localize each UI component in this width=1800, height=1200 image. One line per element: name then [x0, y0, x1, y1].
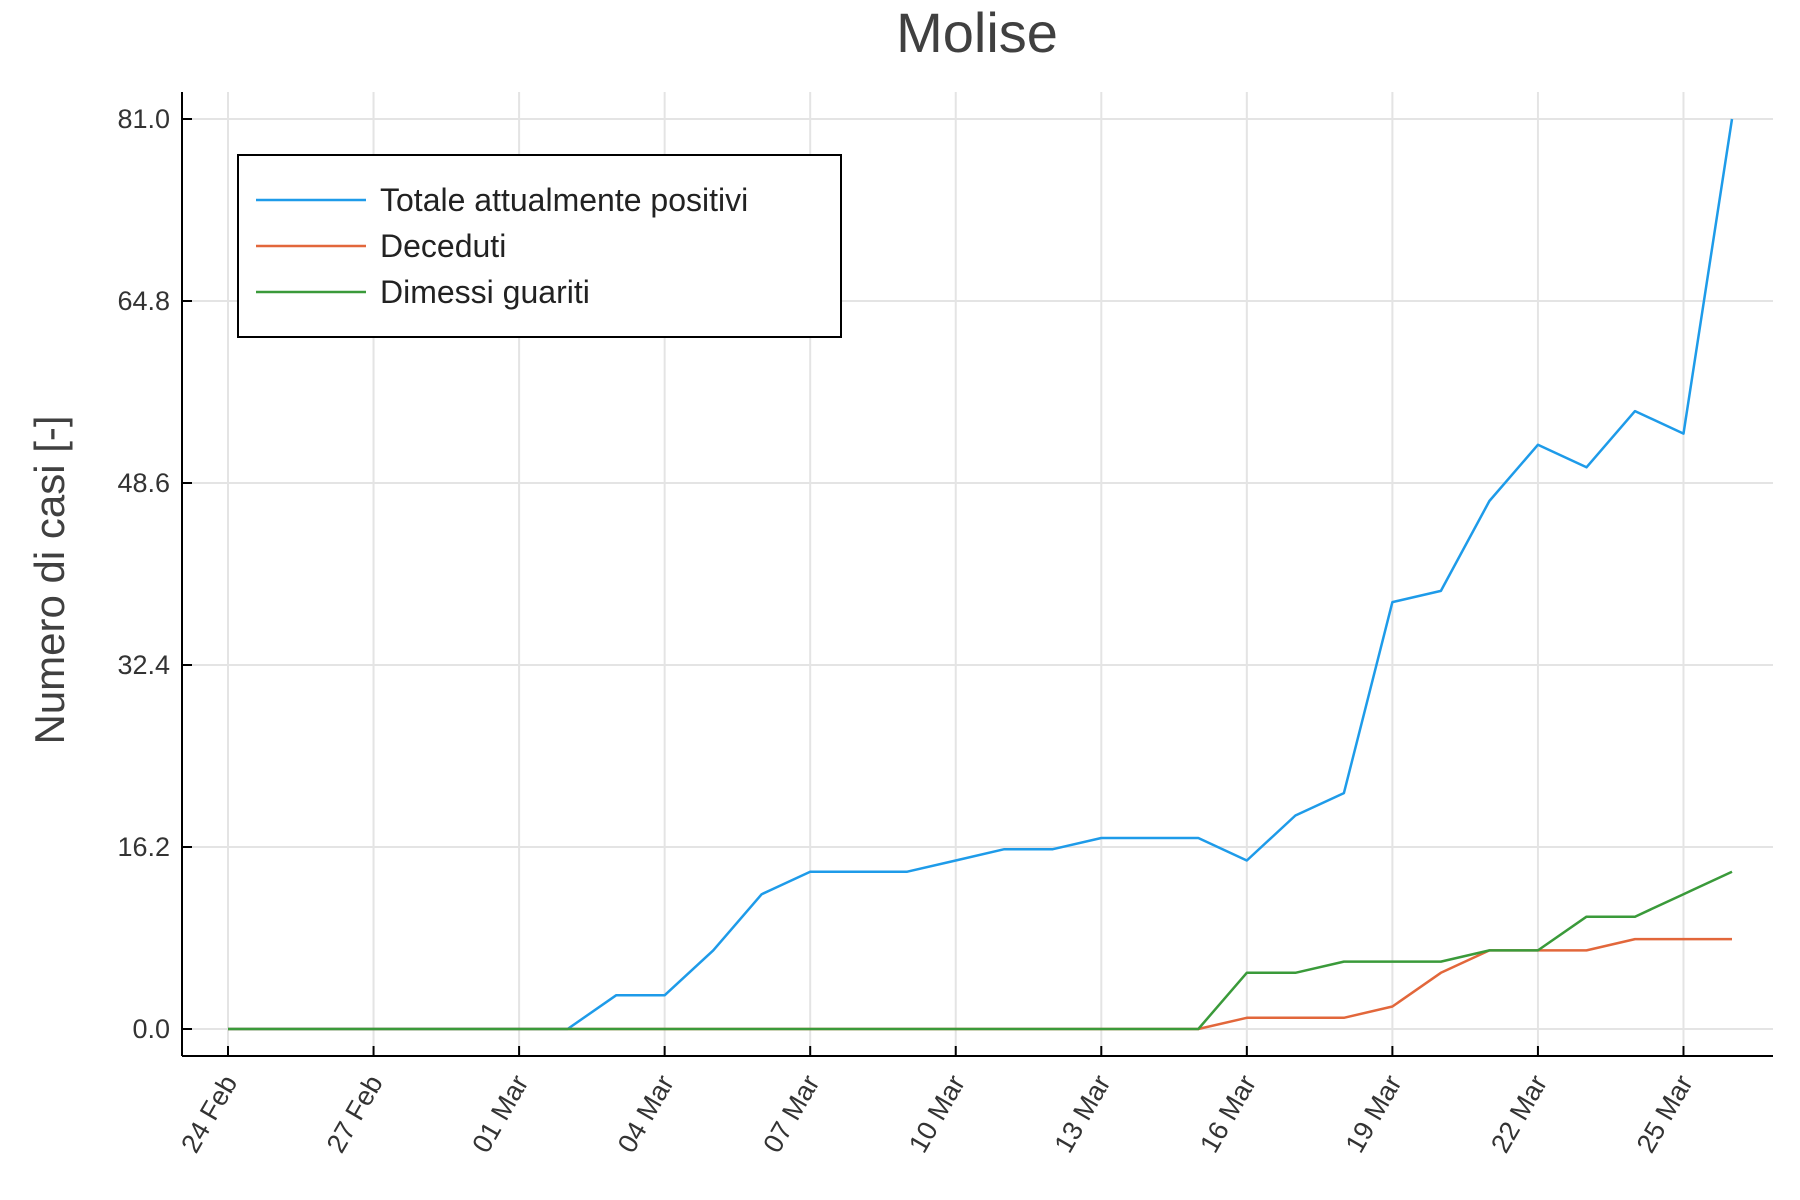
series-line-3	[228, 870, 1733, 1031]
x-tick-label: 04 Mar	[612, 1070, 680, 1158]
y-ticks: 0.0 16.2 32.4 48.6 64.8 81.0	[117, 104, 192, 1044]
y-tick-label: 81.0	[117, 104, 170, 134]
x-tick-label: 07 Mar	[757, 1070, 825, 1158]
x-tick-label: 13 Mar	[1048, 1070, 1116, 1158]
legend-label: Deceduti	[380, 228, 506, 264]
y-tick-label: 32.4	[117, 650, 170, 680]
y-tick-label: 48.6	[117, 468, 170, 498]
y-tick-label: 16.2	[117, 832, 170, 862]
x-ticks: 24 Feb 27 Feb 01 Mar 04 Mar 07 Mar 10 Mar 13 M…	[175, 1046, 1699, 1158]
legend-label: Totale attualmente positivi	[380, 182, 748, 218]
x-tick-label: 16 Mar	[1194, 1070, 1262, 1158]
legend-label: Dimessi guariti	[380, 274, 590, 310]
x-tick-label: 01 Mar	[466, 1070, 534, 1158]
x-tick-label: 24 Feb	[175, 1070, 243, 1158]
y-axis-label: Numero di casi [-]	[26, 415, 73, 744]
legend: Totale attualmente positivi Deceduti Dimes…	[237, 154, 842, 338]
axes	[181, 92, 1773, 1057]
x-tick-label: 22 Mar	[1485, 1070, 1553, 1158]
y-tick-label: 64.8	[117, 286, 170, 316]
y-tick-label: 0.0	[132, 1014, 170, 1044]
x-tick-label: 25 Mar	[1631, 1070, 1699, 1158]
chart-title: Molise	[896, 1, 1058, 64]
x-tick-label: 19 Mar	[1340, 1070, 1408, 1158]
series-line-2	[228, 937, 1732, 1031]
series-lines	[228, 118, 1734, 1031]
x-tick-label: 10 Mar	[903, 1070, 971, 1158]
x-tick-label: 27 Feb	[321, 1070, 389, 1158]
